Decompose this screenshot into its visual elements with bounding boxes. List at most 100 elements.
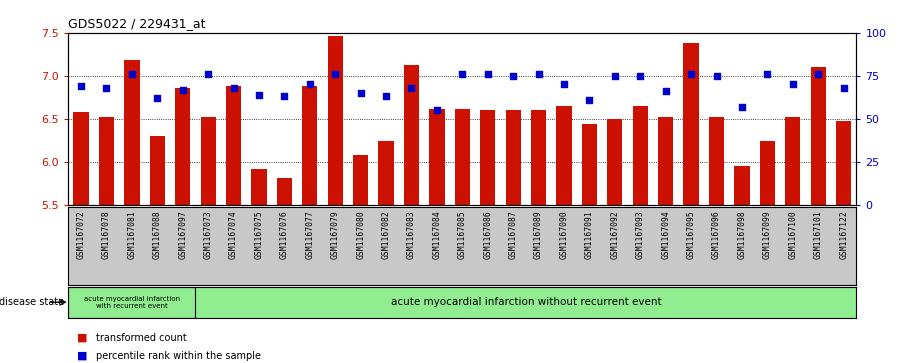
Text: GSM1167075: GSM1167075 bbox=[254, 210, 263, 259]
Point bbox=[99, 85, 114, 91]
Text: disease state: disease state bbox=[0, 297, 64, 307]
Point bbox=[557, 82, 571, 87]
Point bbox=[74, 83, 88, 89]
Text: GSM1167087: GSM1167087 bbox=[508, 210, 517, 259]
Point bbox=[608, 73, 622, 79]
Text: GSM1167077: GSM1167077 bbox=[305, 210, 314, 259]
Point bbox=[760, 71, 774, 77]
Text: GSM1167101: GSM1167101 bbox=[814, 210, 823, 259]
Point bbox=[251, 92, 266, 98]
Bar bbox=[200, 117, 216, 205]
Text: GSM1167099: GSM1167099 bbox=[763, 210, 772, 259]
Bar bbox=[175, 88, 190, 205]
Point bbox=[379, 94, 394, 99]
Text: GSM1167078: GSM1167078 bbox=[102, 210, 111, 259]
Text: GSM1167096: GSM1167096 bbox=[712, 210, 721, 259]
Text: GSM1167076: GSM1167076 bbox=[280, 210, 289, 259]
Bar bbox=[455, 109, 470, 205]
Point bbox=[455, 71, 470, 77]
Bar bbox=[709, 117, 724, 205]
Point bbox=[811, 71, 825, 77]
Bar bbox=[404, 65, 419, 205]
Text: GSM1167097: GSM1167097 bbox=[179, 210, 188, 259]
Bar bbox=[658, 117, 673, 205]
Bar bbox=[328, 36, 343, 205]
Text: GSM1167095: GSM1167095 bbox=[687, 210, 696, 259]
Bar bbox=[582, 124, 597, 205]
Text: transformed count: transformed count bbox=[96, 333, 187, 343]
Bar bbox=[506, 110, 521, 205]
Bar bbox=[683, 43, 699, 205]
Point bbox=[506, 73, 520, 79]
Text: GSM1167084: GSM1167084 bbox=[433, 210, 442, 259]
Point bbox=[200, 71, 215, 77]
Point bbox=[531, 71, 546, 77]
Point bbox=[277, 94, 292, 99]
Point bbox=[176, 87, 190, 93]
Text: GSM1167090: GSM1167090 bbox=[559, 210, 568, 259]
Bar bbox=[98, 117, 114, 205]
Text: GSM1167072: GSM1167072 bbox=[77, 210, 86, 259]
Text: GSM1167094: GSM1167094 bbox=[661, 210, 670, 259]
Text: ■: ■ bbox=[77, 333, 88, 343]
Text: GSM1167100: GSM1167100 bbox=[788, 210, 797, 259]
Text: acute myocardial infarction without recurrent event: acute myocardial infarction without recu… bbox=[391, 297, 661, 307]
Bar bbox=[608, 119, 622, 205]
Text: GSM1167098: GSM1167098 bbox=[737, 210, 746, 259]
Bar bbox=[632, 106, 648, 205]
Bar bbox=[74, 112, 88, 205]
Point bbox=[734, 104, 749, 110]
Text: GSM1167122: GSM1167122 bbox=[839, 210, 848, 259]
Point bbox=[633, 73, 648, 79]
Bar bbox=[557, 106, 571, 205]
Point bbox=[785, 82, 800, 87]
Point bbox=[659, 88, 673, 94]
Text: GSM1167086: GSM1167086 bbox=[483, 210, 492, 259]
Text: GSM1167074: GSM1167074 bbox=[229, 210, 238, 259]
Point bbox=[226, 85, 241, 91]
Bar bbox=[149, 136, 165, 205]
Text: GSM1167079: GSM1167079 bbox=[331, 210, 340, 259]
Text: GSM1167091: GSM1167091 bbox=[585, 210, 594, 259]
Bar bbox=[124, 60, 139, 205]
Bar bbox=[68, 287, 196, 318]
Text: GSM1167083: GSM1167083 bbox=[407, 210, 416, 259]
Bar bbox=[785, 117, 801, 205]
Point bbox=[125, 71, 139, 77]
Bar bbox=[811, 67, 826, 205]
Text: GSM1167082: GSM1167082 bbox=[382, 210, 391, 259]
Bar bbox=[378, 141, 394, 205]
Bar bbox=[429, 109, 445, 205]
Text: GSM1167093: GSM1167093 bbox=[636, 210, 645, 259]
Text: GSM1167081: GSM1167081 bbox=[128, 210, 137, 259]
Bar bbox=[531, 110, 547, 205]
Text: GSM1167085: GSM1167085 bbox=[458, 210, 466, 259]
Text: ■: ■ bbox=[77, 351, 88, 361]
Point bbox=[480, 71, 495, 77]
Text: percentile rank within the sample: percentile rank within the sample bbox=[96, 351, 261, 361]
Point bbox=[150, 95, 165, 101]
Point bbox=[710, 73, 724, 79]
Point bbox=[328, 71, 343, 77]
Bar bbox=[760, 141, 775, 205]
Point bbox=[836, 85, 851, 91]
Point bbox=[302, 82, 317, 87]
Bar bbox=[836, 121, 851, 205]
Text: GSM1167089: GSM1167089 bbox=[534, 210, 543, 259]
Bar bbox=[251, 169, 267, 205]
Bar bbox=[480, 110, 496, 205]
Text: GSM1167080: GSM1167080 bbox=[356, 210, 365, 259]
Text: acute myocardial infarction
with recurrent event: acute myocardial infarction with recurre… bbox=[84, 296, 180, 309]
Text: GSM1167088: GSM1167088 bbox=[153, 210, 162, 259]
Point bbox=[582, 97, 597, 103]
Point bbox=[430, 107, 445, 113]
Bar bbox=[734, 166, 750, 205]
Bar bbox=[226, 86, 241, 205]
Point bbox=[353, 90, 368, 96]
Point bbox=[404, 85, 419, 91]
Text: GSM1167092: GSM1167092 bbox=[610, 210, 619, 259]
Bar bbox=[277, 178, 292, 205]
Text: GDS5022 / 229431_at: GDS5022 / 229431_at bbox=[68, 17, 206, 30]
Text: GSM1167073: GSM1167073 bbox=[204, 210, 212, 259]
Point bbox=[684, 71, 699, 77]
